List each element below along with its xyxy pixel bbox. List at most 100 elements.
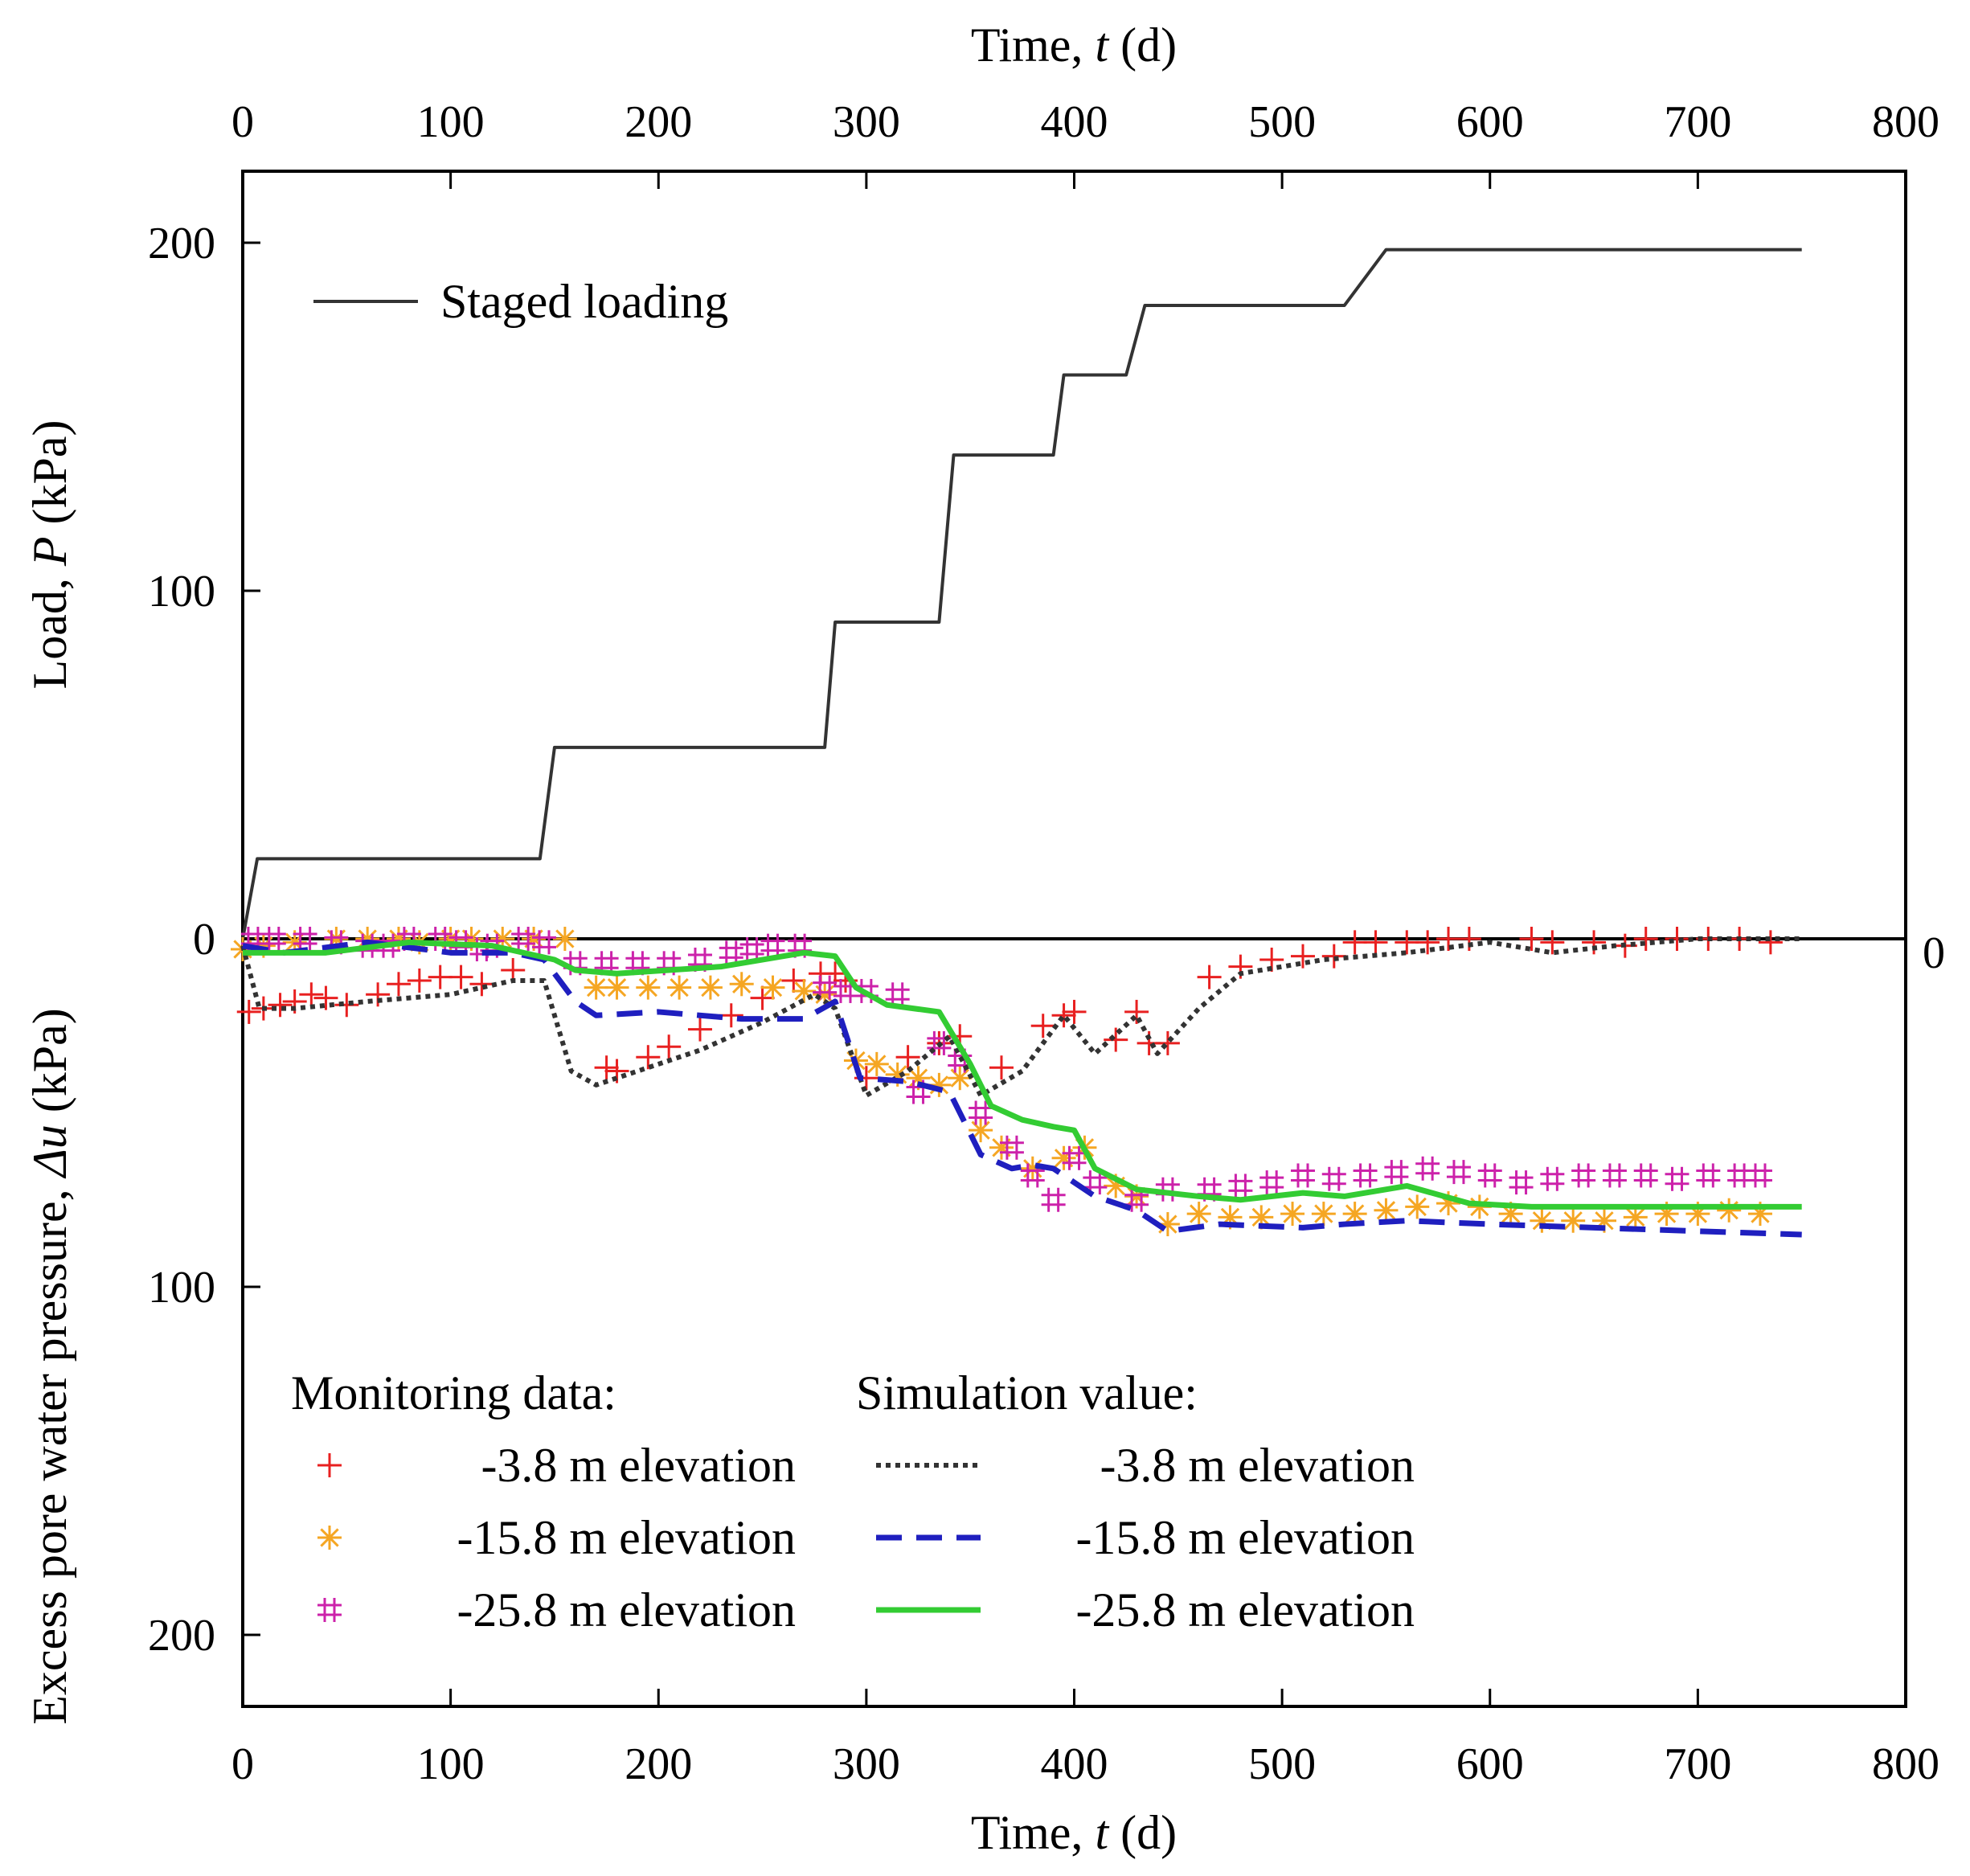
simulation-line-0 — [240, 936, 1802, 1098]
monitoring-point — [1290, 1163, 1315, 1188]
monitoring-point — [739, 936, 764, 961]
monitoring-point — [989, 1135, 1014, 1160]
marker-stroke — [1283, 1204, 1302, 1223]
monitoring-point — [1405, 1194, 1430, 1219]
x-tick-label-top: 600 — [1456, 97, 1524, 147]
monitoring-point — [1197, 965, 1222, 989]
monitoring-point — [927, 1030, 952, 1055]
marker-stroke — [1345, 1204, 1365, 1223]
tick-labels: 0 0 100 100 200 200 300 300 400 400 500 500 600 600 70… — [148, 97, 1945, 1789]
pressure-tick-label: 200 — [148, 1611, 215, 1661]
monitoring-point — [1186, 1202, 1211, 1227]
monitoring-point — [636, 975, 661, 1000]
monitoring-point — [948, 1066, 973, 1091]
legend-simulation-label: -3.8 m elevation — [1100, 1439, 1415, 1492]
legend-simulation: Simulation value: -3.8 m elevation -15.8… — [856, 1366, 1415, 1636]
monitoring-point — [313, 985, 338, 1010]
x-tick-label-top: 300 — [833, 97, 900, 147]
monitoring-point — [1374, 1198, 1399, 1223]
monitoring-point — [1519, 927, 1544, 951]
monitoring-point — [1436, 927, 1461, 951]
monitoring-point — [469, 972, 494, 997]
monitoring-point — [1353, 1163, 1378, 1188]
monitoring-point — [386, 972, 411, 997]
legend-monitoring-label: -15.8 m elevation — [457, 1511, 796, 1564]
x-tick-label-bottom: 200 — [625, 1739, 692, 1789]
tick-marks — [241, 171, 1907, 1706]
x-tick-label-bottom: 300 — [833, 1739, 900, 1789]
monitoring-point — [760, 975, 785, 1000]
monitoring-point — [1727, 1163, 1752, 1188]
monitoring-point — [1758, 930, 1783, 955]
monitoring-point — [1415, 930, 1440, 955]
marker-stroke — [794, 981, 813, 1001]
marker-stroke — [1251, 1207, 1271, 1227]
top-axis-title: Time, t (d) — [971, 18, 1177, 72]
monitoring-point — [1571, 1163, 1596, 1188]
x-tick-label-bottom: 600 — [1456, 1739, 1524, 1789]
monitoring-point — [1665, 927, 1689, 951]
monitoring-point — [1051, 1145, 1076, 1170]
monitoring-point — [1311, 1202, 1336, 1227]
x-tick-label-top: 100 — [417, 97, 485, 147]
x-tick-label-top: 0 — [231, 97, 254, 147]
marker-stroke — [1407, 1197, 1427, 1217]
monitoring-point — [719, 940, 743, 965]
monitoring-point — [407, 968, 432, 993]
marker-stroke — [1314, 1204, 1333, 1223]
monitoring-point — [604, 975, 629, 1000]
monitoring-point — [750, 985, 775, 1010]
monitoring-point — [1395, 930, 1419, 955]
monitoring-point — [1062, 999, 1087, 1024]
monitoring-point — [1342, 1202, 1367, 1227]
marker-stroke — [867, 1055, 887, 1074]
x-tick-label-top: 500 — [1248, 97, 1316, 147]
monitoring-point — [1083, 1170, 1108, 1195]
monitoring-point — [760, 933, 785, 958]
series-layer — [231, 248, 1802, 1238]
monitoring-point — [1509, 1170, 1534, 1195]
monitoring-point — [1623, 1205, 1648, 1230]
monitoring-point — [667, 975, 692, 1000]
monitoring-point — [1446, 1160, 1471, 1185]
simulation-line-1 — [242, 939, 1802, 1238]
marker-stroke — [1563, 1211, 1583, 1231]
monitoring-point — [1415, 1156, 1440, 1181]
legend-monitoring-label: -3.8 m elevation — [481, 1439, 796, 1492]
monitoring-point — [1290, 944, 1315, 969]
load-tick-label: 100 — [148, 567, 215, 616]
monitoring-point — [719, 1003, 743, 1028]
marker-stroke — [555, 929, 575, 948]
monitoring-point — [781, 968, 806, 993]
monitoring-point — [532, 930, 557, 955]
monitoring-point — [428, 965, 453, 989]
legend-simulation-label: -25.8 m elevation — [1075, 1583, 1415, 1636]
monitoring-point — [1561, 1208, 1586, 1233]
monitoring-point — [636, 1045, 661, 1070]
marker-stroke — [1190, 1204, 1209, 1223]
monitoring-point — [885, 982, 910, 1007]
legend-monitoring-markers — [317, 1453, 342, 1622]
marker-stroke — [701, 977, 720, 997]
monitoring-point — [1633, 1163, 1658, 1188]
monitoring-point — [594, 1055, 619, 1080]
monitoring-point — [999, 1135, 1024, 1160]
monitoring-point — [895, 1045, 920, 1070]
simulation-line-2 — [243, 939, 1802, 1210]
monitoring-point — [989, 1055, 1014, 1080]
pressure-tick-label: 0 — [193, 915, 215, 965]
monitoring-point — [1384, 1160, 1409, 1185]
x-tick-label-bottom: 0 — [231, 1739, 254, 1789]
monitoring-point — [552, 927, 577, 951]
monitoring-point — [1633, 927, 1658, 951]
marker-stroke — [1626, 1207, 1645, 1227]
monitoring-point — [299, 982, 324, 1007]
monitoring-point — [1030, 1014, 1055, 1038]
load-tick-label: 200 — [148, 219, 215, 268]
marker-stroke — [586, 977, 606, 997]
marker-stroke — [670, 977, 689, 997]
monitoring-point — [792, 978, 817, 1003]
legend-simulation-label: -15.8 m elevation — [1075, 1511, 1415, 1564]
monitoring-point — [511, 927, 536, 951]
